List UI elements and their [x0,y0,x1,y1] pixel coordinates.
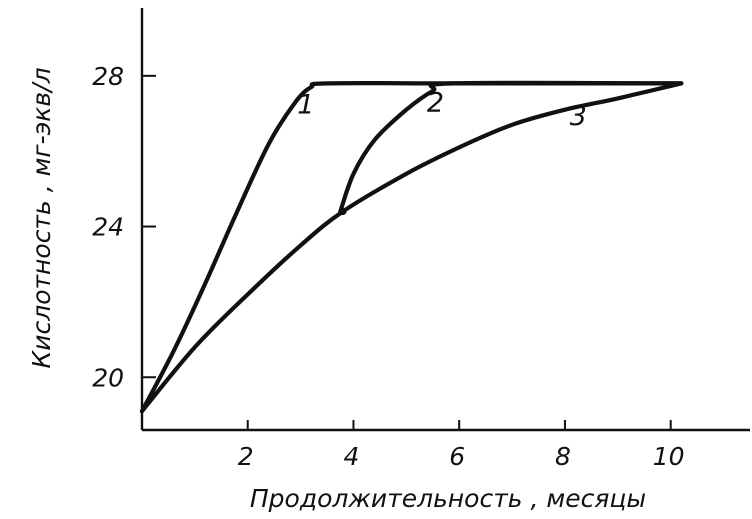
y-axis-title: Кислотность , мг-экв/л [27,67,56,368]
y-tick-label: 20 [92,363,124,392]
branch-point-marker [339,207,347,216]
axes [140,8,750,432]
curve-label-2: 2 [427,88,444,119]
x-axis-title: Продолжительность , месяцы [250,484,646,513]
x-tick-label: 10 [653,442,685,471]
series-line-1 [139,80,684,414]
series-line-2 [338,80,684,214]
series [139,80,684,414]
curve-label-1: 1 [297,90,314,121]
y-tick-label: 28 [92,62,124,91]
series-line-3 [139,81,684,414]
y-tick-label: 24 [92,213,124,242]
x-tick-label: 2 [238,442,254,471]
series-labels: 1 2 3 [297,88,586,132]
x-tick-label: 4 [344,442,360,471]
x-tick-label: 8 [555,442,571,471]
x-tick-label: 6 [449,442,465,471]
curve-label-3: 3 [570,101,587,132]
